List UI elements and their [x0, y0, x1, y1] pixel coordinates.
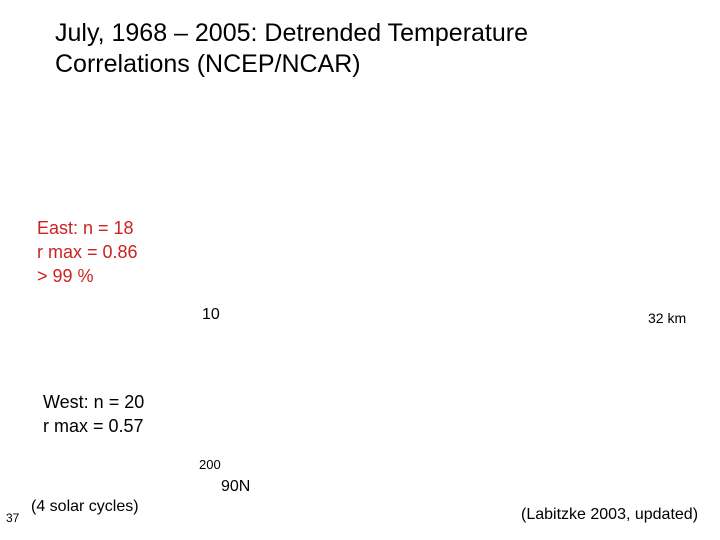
pressure-top-label: 10: [202, 306, 220, 323]
solar-cycles-note: (4 solar cycles): [31, 498, 139, 515]
east-rmax: r max = 0.86: [37, 242, 138, 262]
west-n: West: n = 20: [43, 392, 145, 412]
pressure-bottom-label: 200: [199, 457, 221, 472]
source-citation: (Labitzke 2003, updated): [521, 506, 699, 523]
east-stats: East: n = 18 r max = 0.86 > 99 %: [37, 216, 138, 288]
west-rmax: r max = 0.57: [43, 416, 144, 436]
title-line-1: July, 1968 – 2005: Detrended Temperature: [55, 19, 528, 47]
latitude-label: 90N: [221, 478, 251, 495]
east-significance: > 99 %: [37, 266, 94, 286]
slide-title: July, 1968 – 2005: Detrended Temperature…: [55, 18, 528, 80]
slide-number: 37: [6, 511, 20, 525]
west-stats: West: n = 20 r max = 0.57: [43, 390, 144, 438]
height-top-label: 32 km: [648, 310, 687, 326]
east-n: East: n = 18: [37, 218, 134, 238]
title-line-2: Correlations (NCEP/NCAR): [55, 50, 361, 78]
